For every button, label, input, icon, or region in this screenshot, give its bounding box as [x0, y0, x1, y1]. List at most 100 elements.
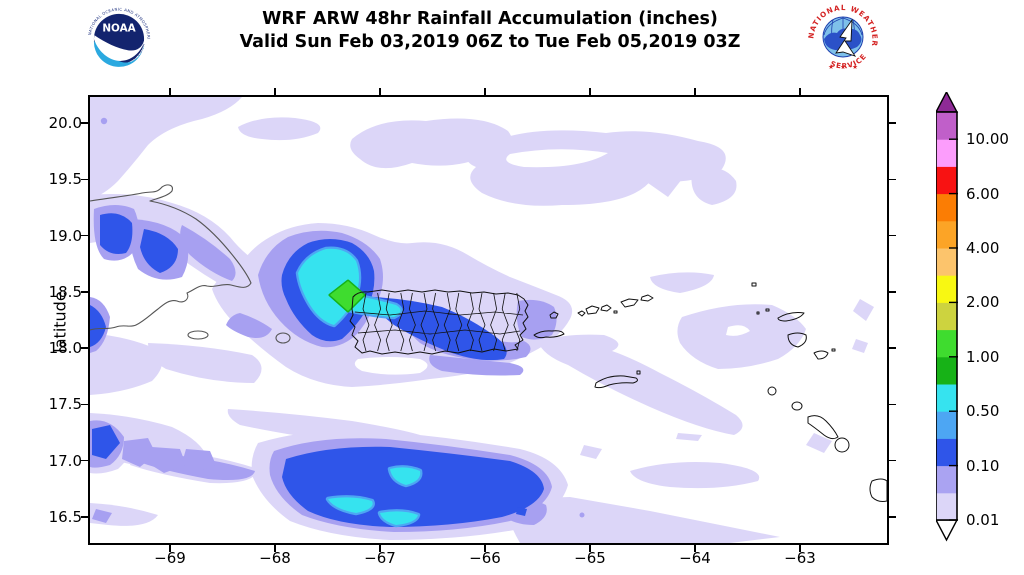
x-tick-mark: [169, 88, 171, 95]
x-tick-label: −67: [364, 549, 396, 567]
x-tick-mark: [169, 545, 171, 552]
colorbar-tick-label: 4.00: [966, 239, 1000, 257]
x-tick-mark: [694, 88, 696, 95]
saona-island: [187, 330, 209, 340]
x-tick-mark: [799, 545, 801, 552]
nws-cloud: [824, 28, 862, 51]
y-tick-mark: [889, 122, 896, 124]
colorbar-tick-label: 0.10: [966, 456, 1000, 475]
municipality-boundaries: [354, 292, 524, 352]
puerto-rico-and-islands: [349, 282, 887, 502]
nws-lightning-bolt: [835, 18, 857, 57]
x-tick-mark: [484, 88, 486, 95]
colorbar-segment: [936, 329, 957, 358]
y-tick-mark: [81, 178, 88, 181]
x-tick-mark: [589, 88, 591, 95]
colorbar-segment: [936, 492, 957, 521]
colorbar-segment: [936, 193, 957, 222]
st-eustatius-island: [791, 401, 803, 411]
nws-stars: ★ · ★ · ★: [828, 63, 858, 71]
st-martin-island: [787, 332, 807, 348]
x-tick-label: −65: [574, 549, 606, 567]
municipality-boundary-lines: [354, 292, 524, 352]
colorbar-segment: [936, 248, 957, 276]
colorbar-tick-label: 10.00: [966, 130, 1009, 149]
colorbar-segment: [936, 384, 957, 412]
x-tick-mark: [379, 88, 381, 95]
y-tick-label: 18.0: [48, 339, 82, 358]
y-tick-mark: [81, 122, 88, 124]
x-tick-label: −64: [679, 549, 711, 567]
y-tick-label: 19.0: [48, 226, 82, 245]
y-tick-mark: [889, 403, 896, 406]
colorbar-under-arrow: [934, 519, 959, 542]
y-tick-label: 17.5: [48, 395, 82, 414]
colorbar-tick-label: 2.00: [966, 293, 1000, 312]
x-tick-mark: [274, 88, 276, 95]
y-tick-mark: [889, 459, 896, 462]
culebra-island: [549, 311, 559, 319]
colorbar-over-arrow: [934, 90, 959, 113]
colorbar-tick-label: 1.00: [966, 347, 1000, 366]
colorbar-segment: [936, 356, 957, 385]
colorbar-segment: [936, 139, 957, 167]
puerto-rico-outline: [349, 289, 529, 355]
st-kitts-island: [807, 415, 839, 440]
x-tick-mark: [589, 545, 591, 552]
y-tick-mark: [889, 178, 896, 181]
x-tick-label: −63: [784, 549, 816, 567]
colorbar: 0.01 0.10 0.50 1.00 2.00 4.00 6.00 10.00: [934, 90, 1024, 554]
chart-title: WRF ARW 48hr Rainfall Accumulation (inch…: [175, 8, 805, 54]
y-tick-label: 17.0: [48, 451, 82, 470]
x-tick-mark: [484, 545, 486, 552]
st-barth-island: [813, 350, 829, 360]
colorbar-tick-label: 0.01: [966, 511, 1000, 529]
y-tick-mark: [81, 459, 88, 462]
saba-island: [767, 386, 777, 396]
y-tick-mark: [889, 291, 896, 293]
colorbar-segment: [936, 275, 957, 303]
colorbar-segment: [936, 220, 957, 249]
x-tick-mark: [694, 545, 696, 552]
y-tick-label: 18.5: [48, 282, 82, 301]
x-tick-mark: [274, 545, 276, 552]
colorbar-tick-label: 0.50: [966, 402, 1000, 421]
y-tick-label: 20.0: [48, 114, 82, 132]
y-tick-label: 16.5: [48, 507, 82, 526]
colorbar-segment: [936, 411, 957, 439]
colorbar-scale: [934, 90, 959, 542]
colorbar-tick-label: 6.00: [966, 184, 1000, 203]
x-tick-label: −68: [259, 549, 291, 567]
contour-band-0.50in: [295, 246, 423, 528]
y-tick-mark: [81, 234, 88, 237]
y-tick-mark: [81, 347, 88, 349]
x-tick-label: −69: [154, 549, 186, 567]
contour-band-1.00in: [328, 279, 366, 313]
anguilla-island: [777, 312, 805, 322]
montserrat-island: [869, 478, 887, 502]
noaa-logo: NATIONAL OCEANIC AND ATMOSPHERIC ADMINIS…: [85, 5, 153, 73]
noaa-gull-swoosh: [93, 35, 145, 61]
y-tick-mark: [81, 291, 88, 293]
nws-logo: NATIONAL WEATHER SERVICE ★ · ★ · ★: [806, 3, 879, 75]
colorbar-segment: [936, 465, 957, 494]
y-tick-label: 19.5: [48, 170, 82, 189]
colorbar-segment: [936, 438, 957, 467]
colorbar-segment: [936, 112, 957, 140]
x-tick-mark: [379, 545, 381, 552]
noaa-abbr-text: NOAA: [102, 22, 135, 34]
y-tick-mark: [81, 516, 88, 518]
x-tick-mark: [799, 88, 801, 95]
map-plot-area: [88, 95, 889, 545]
colorbar-segment: [936, 166, 957, 195]
mona-island: [275, 332, 291, 344]
x-tick-label: −66: [469, 549, 501, 567]
y-tick-mark: [889, 347, 896, 349]
y-tick-mark: [889, 234, 896, 237]
title-line-2: Valid Sun Feb 03,2019 06Z to Tue Feb 05,…: [239, 32, 741, 52]
y-tick-mark: [81, 403, 88, 406]
vieques-island: [533, 330, 565, 339]
rainfall-contour-map: [90, 97, 887, 543]
colorbar-segment: [936, 302, 957, 331]
